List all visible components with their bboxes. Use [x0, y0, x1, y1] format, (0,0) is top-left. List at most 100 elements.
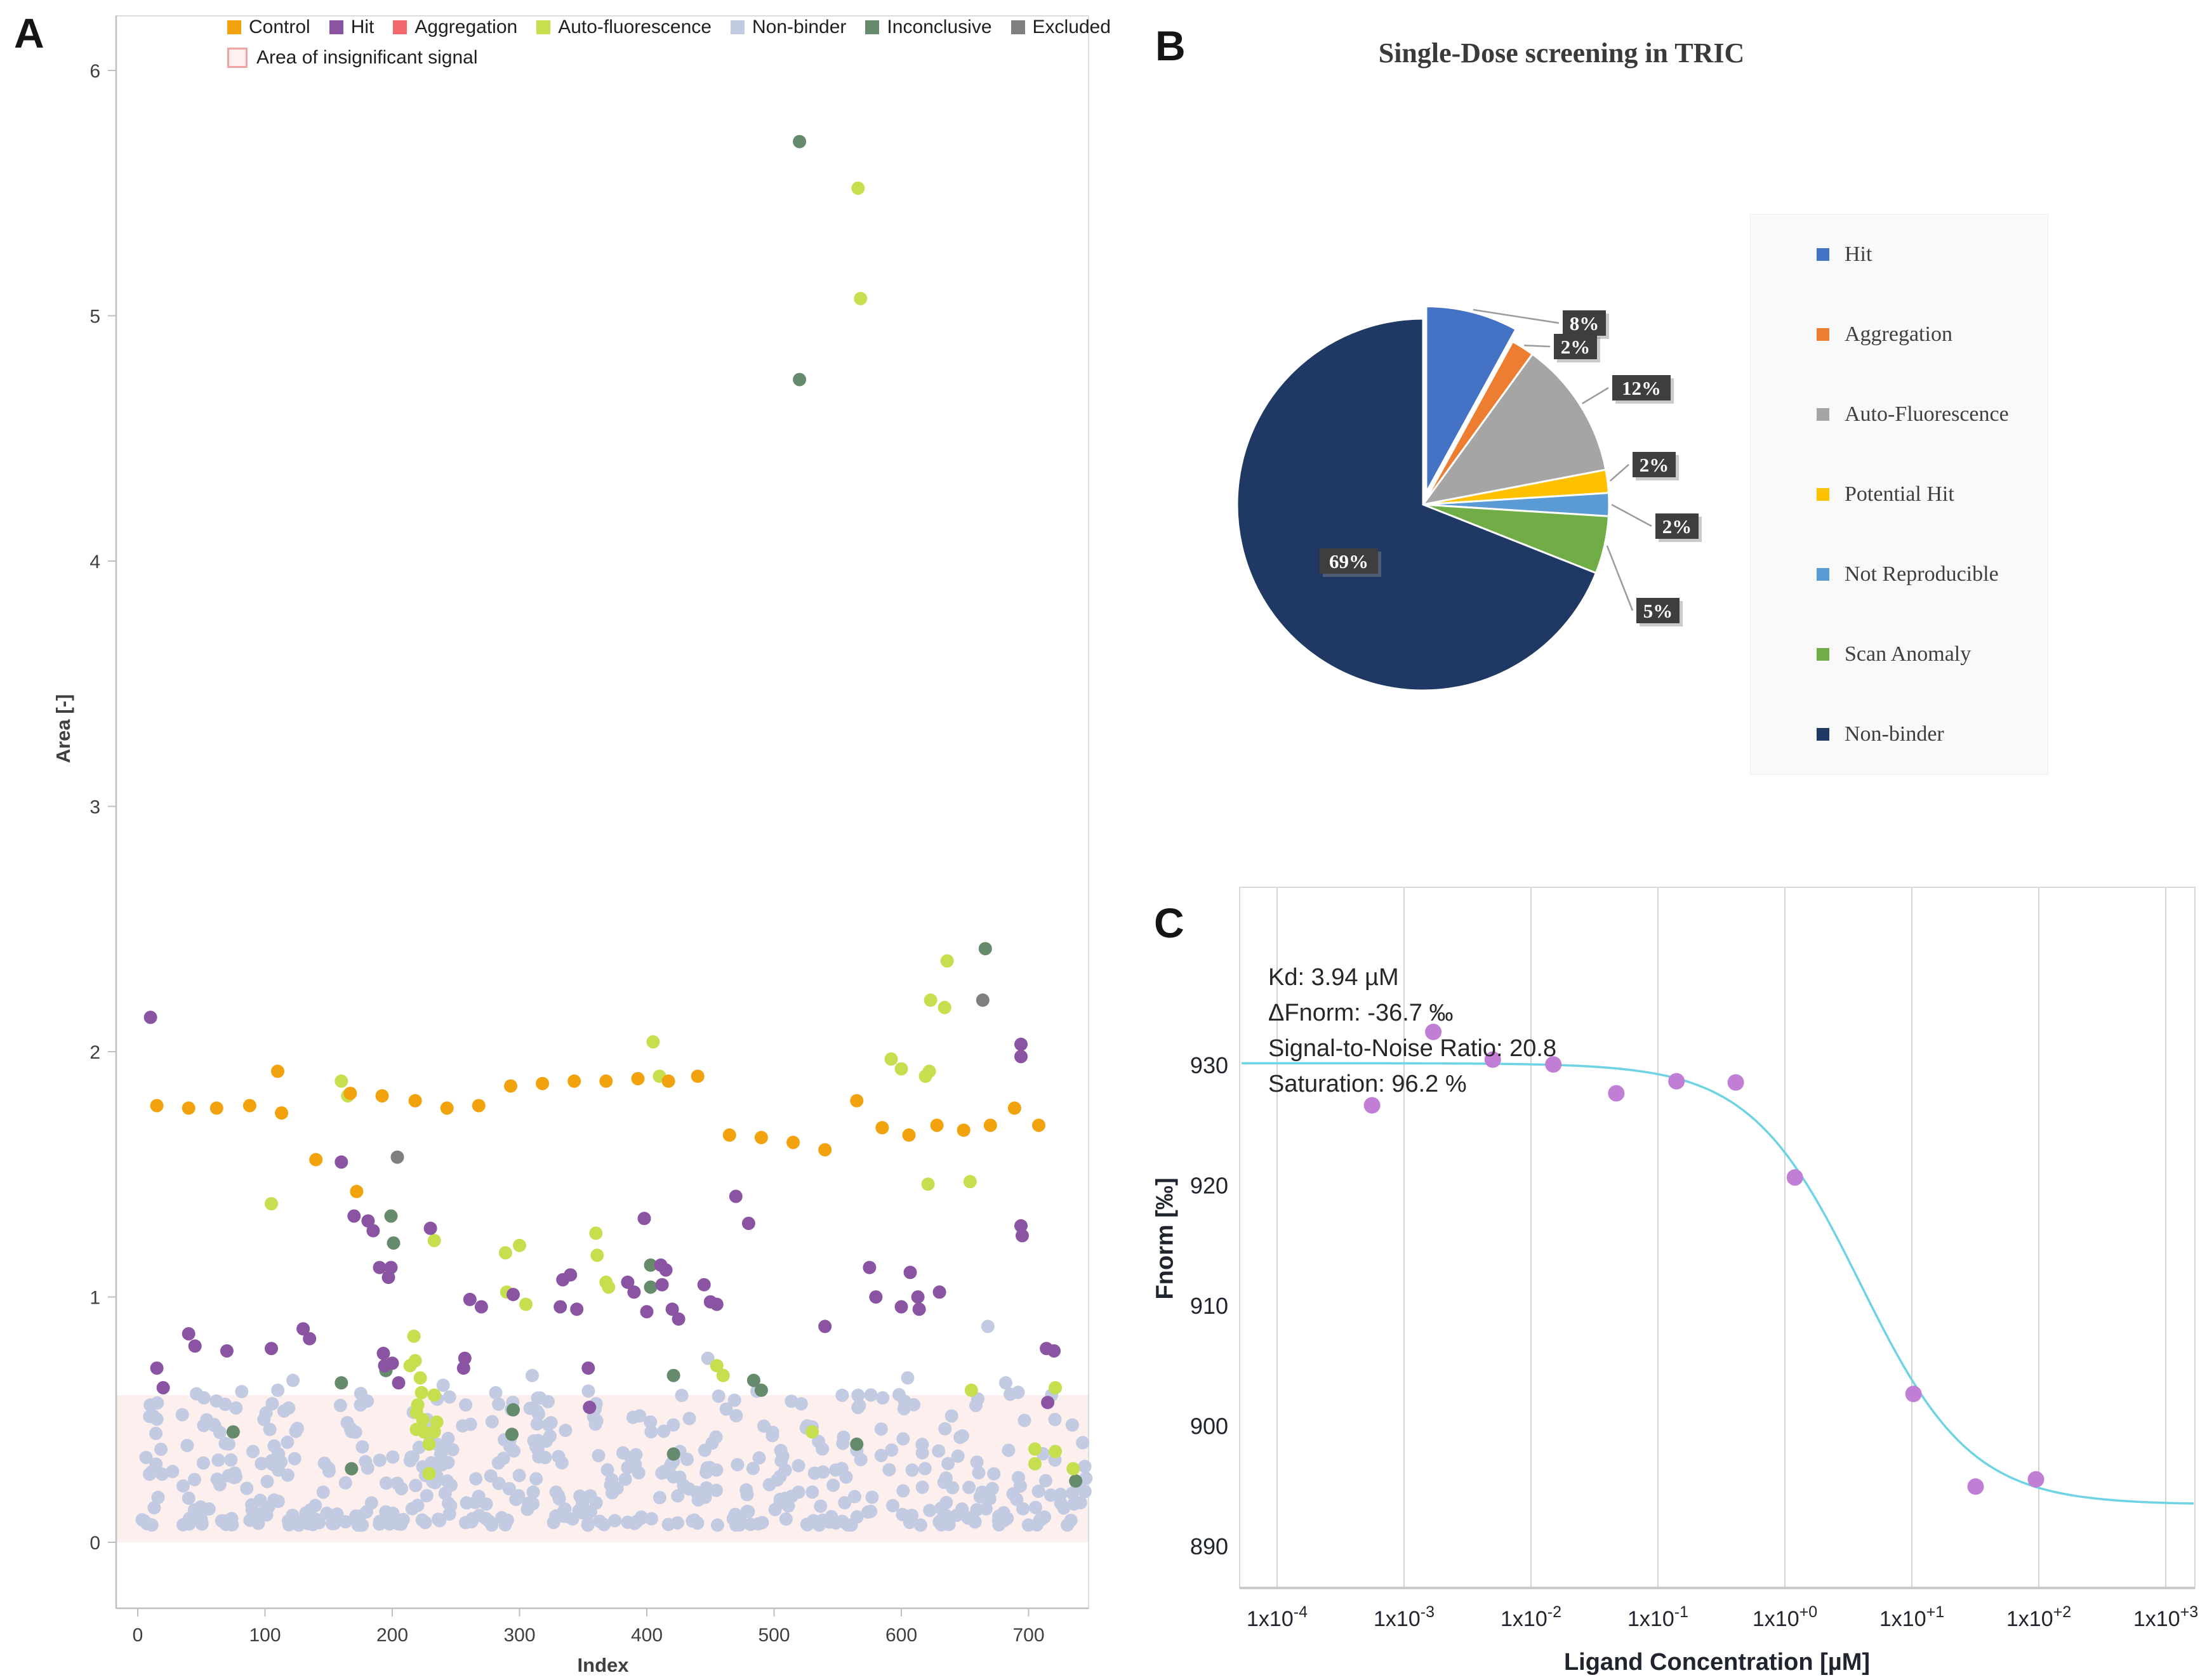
- scatter-point-auto-fluorescence: [851, 182, 865, 195]
- dose-response-point: [1363, 1097, 1381, 1114]
- scatter-point-non-binder: [838, 1496, 852, 1510]
- scatter-point-non-binder: [522, 1497, 536, 1511]
- scatter-point-auto-fluorescence: [417, 1425, 431, 1439]
- pie-label-leader-line: [1606, 545, 1634, 611]
- scatter-point-non-binder: [826, 1478, 840, 1492]
- scatter-point-hit: [570, 1302, 584, 1316]
- scatter-point-non-binder: [222, 1515, 236, 1529]
- scatter-point-excluded: [390, 1150, 404, 1164]
- scatter-point-non-binder: [691, 1516, 705, 1530]
- scatter-point-non-binder: [734, 1515, 748, 1529]
- scatter-point-auto-fluorescence: [411, 1398, 425, 1412]
- scatter-point-inconclusive: [505, 1427, 519, 1441]
- legend-item-excluded: Excluded: [1011, 17, 1111, 38]
- scatter-point-non-binder: [263, 1422, 277, 1436]
- scatter-point-non-binder: [380, 1476, 393, 1490]
- scatter-point-hit: [932, 1285, 946, 1299]
- legend-item-not-reproducible: Not Reproducible: [1751, 534, 2048, 614]
- scatter-point-non-binder: [653, 1491, 666, 1505]
- scatter-point-hit: [621, 1275, 635, 1289]
- scatter-point-non-binder: [503, 1439, 517, 1453]
- scatter-point-inconclusive: [793, 135, 807, 149]
- scatter-point-non-binder: [942, 1518, 956, 1531]
- scatter-point-non-binder: [644, 1415, 658, 1429]
- scatter-point-non-binder: [800, 1518, 814, 1531]
- scatter-point-non-binder: [166, 1464, 180, 1478]
- scatter-point-non-binder: [962, 1481, 976, 1494]
- pie-percent-label: 12%: [1622, 377, 1661, 399]
- scatter-point-non-binder: [1079, 1471, 1093, 1485]
- scatter-point-non-binder: [814, 1499, 828, 1513]
- scatter-point-control: [271, 1064, 284, 1078]
- scatter-point-inconclusive: [644, 1258, 658, 1272]
- pie-percent-box: [1320, 548, 1378, 574]
- scatter-point-non-binder: [549, 1509, 563, 1523]
- scatter-point-hit: [1014, 1037, 1028, 1051]
- scatter-point-hit: [474, 1300, 488, 1314]
- scatter-point-non-binder: [386, 1450, 400, 1464]
- scatter-point-non-binder: [1061, 1518, 1075, 1532]
- scatter-point-non-binder: [937, 1476, 951, 1489]
- pie-label-leader-line: [1582, 387, 1609, 404]
- legend-swatch-icon: [536, 20, 551, 34]
- scatter-point-non-binder: [874, 1448, 888, 1462]
- y-tick-label: 2: [89, 1042, 100, 1063]
- scatter-point-hit: [143, 1010, 157, 1024]
- scatter-point-non-binder: [243, 1513, 257, 1527]
- scatter-point-non-binder: [291, 1515, 305, 1529]
- scatter-point-non-binder: [465, 1512, 479, 1526]
- x-tick-label: 1x10-4: [1247, 1603, 1308, 1631]
- scatter-point-non-binder: [896, 1507, 910, 1521]
- scatter-point-hit: [335, 1155, 348, 1169]
- scatter-point-non-binder: [765, 1429, 779, 1443]
- scatter-point-non-binder: [418, 1516, 432, 1530]
- scatter-point-hit: [366, 1224, 380, 1238]
- scatter-point-hit: [456, 1361, 470, 1375]
- scatter-point-non-binder: [864, 1504, 878, 1518]
- scatter-point-non-binder: [409, 1479, 423, 1492]
- y-tick-label: 900: [1190, 1413, 1228, 1439]
- scatter-point-non-binder: [438, 1486, 452, 1500]
- scatter-point-non-binder: [896, 1484, 910, 1498]
- scatter-point-non-binder: [987, 1467, 1001, 1481]
- scatter-point-hit: [665, 1302, 679, 1316]
- legend-item-auto-fluorescence: Auto-fluorescence: [536, 17, 712, 38]
- scatter-point-non-binder: [755, 1516, 769, 1530]
- scatter-point-control: [343, 1087, 357, 1101]
- scatter-point-non-binder: [1016, 1502, 1030, 1516]
- scatter-point-non-binder: [703, 1460, 717, 1474]
- scatter-point-non-binder: [200, 1413, 214, 1427]
- pie-slice-hit: [1425, 305, 1518, 493]
- scatter-point-non-binder: [794, 1397, 808, 1411]
- scatter-point-non-binder: [526, 1368, 539, 1382]
- scatter-point-non-binder: [281, 1435, 295, 1449]
- scatter-point-non-binder: [600, 1463, 614, 1477]
- scatter-point-non-binder: [299, 1506, 313, 1520]
- panel-b-label: B: [1155, 22, 1186, 69]
- scatter-point-auto-fluorescence: [590, 1248, 604, 1262]
- scatter-point-non-binder: [792, 1458, 805, 1472]
- scatter-point-inconclusive: [345, 1462, 359, 1476]
- panel-a-band-legend: Area of insignificant signal: [227, 47, 478, 69]
- insignificant-band-swatch-icon: [227, 48, 248, 68]
- scatter-point-inconclusive: [746, 1373, 760, 1387]
- scatter-point-non-binder: [190, 1387, 204, 1401]
- scatter-point-non-binder: [621, 1460, 635, 1474]
- scatter-point-non-binder: [194, 1500, 208, 1514]
- scatter-point-non-binder: [326, 1517, 339, 1531]
- scatter-point-non-binder: [666, 1418, 680, 1432]
- scatter-point-inconclusive: [335, 1376, 348, 1390]
- scatter-point-non-binder: [235, 1385, 249, 1399]
- scatter-point-non-binder: [211, 1453, 225, 1467]
- scatter-point-non-binder: [209, 1394, 223, 1408]
- scatter-point-auto-fluorescence: [1049, 1381, 1063, 1394]
- scatter-point-hit: [710, 1297, 724, 1311]
- scatter-point-inconclusive: [387, 1236, 401, 1250]
- scatter-point-control: [275, 1106, 289, 1120]
- scatter-point-non-binder: [176, 1518, 190, 1531]
- scatter-point-hit: [507, 1288, 520, 1302]
- scatter-point-non-binder: [816, 1442, 830, 1456]
- scatter-point-non-binder: [322, 1464, 336, 1478]
- scatter-point-control: [850, 1094, 864, 1108]
- scatter-point-inconclusive: [1069, 1474, 1083, 1488]
